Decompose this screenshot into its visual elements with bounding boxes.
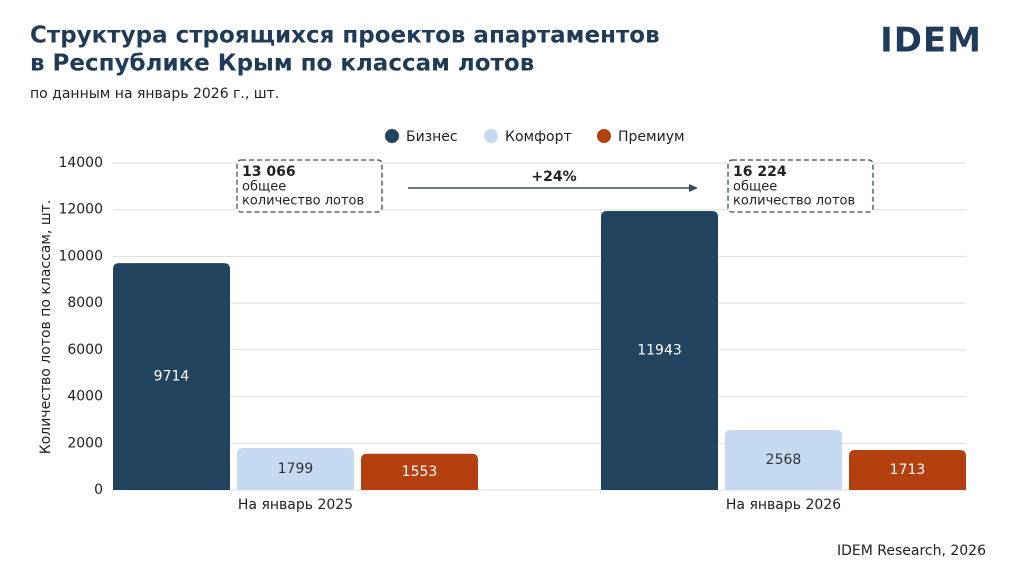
- y-tick-label: 4000: [67, 389, 103, 405]
- y-tick-label: 8000: [67, 295, 103, 311]
- annotation-text: количество лотов: [733, 194, 855, 209]
- bar: [601, 211, 718, 490]
- growth-label: +24%: [531, 169, 576, 185]
- legend-marker: [385, 129, 399, 143]
- annotation-box: [727, 159, 874, 213]
- bar: [237, 447, 354, 490]
- chart-title: в Республике Крым по классам лотов: [30, 51, 534, 77]
- annotation-total: 13 066: [242, 164, 296, 180]
- annotation-box: [236, 159, 383, 213]
- value-label: 1713: [890, 462, 926, 478]
- value-label: 1799: [278, 461, 314, 477]
- value-label: 11943: [637, 343, 682, 359]
- legend-label: Бизнес: [406, 129, 458, 145]
- y-tick-label: 14000: [58, 155, 103, 171]
- chart-title: Структура строящихся проектов апартамент…: [30, 23, 660, 49]
- annotation-text: количество лотов: [242, 194, 364, 209]
- legend-label: Премиум: [618, 129, 685, 145]
- annotation-total: 16 224: [733, 164, 787, 180]
- legend-marker: [597, 129, 611, 143]
- annotation-text: общее: [733, 180, 777, 195]
- bar: [725, 430, 842, 490]
- y-tick-label: 2000: [67, 435, 103, 451]
- legend-label: Комфорт: [505, 129, 572, 145]
- x-tick-label: На январь 2025: [238, 497, 353, 513]
- y-tick-label: 0: [94, 482, 103, 498]
- y-tick-label: 12000: [58, 202, 103, 218]
- growth-arrow-head: [689, 184, 698, 192]
- chart-subtitle: по данным на январь 2026 г., шт.: [30, 86, 279, 102]
- annotation-text: общее: [242, 180, 286, 195]
- logo: IDEM: [880, 21, 982, 61]
- bar: [849, 449, 966, 490]
- value-label: 9714: [154, 369, 190, 385]
- bar: [113, 263, 230, 490]
- y-tick-label: 6000: [67, 342, 103, 358]
- bar: [361, 453, 478, 490]
- y-axis-label: Количество лотов по классам, шт.: [38, 200, 54, 455]
- source: IDEM Research, 2026: [837, 543, 986, 559]
- x-tick-label: На январь 2026: [726, 497, 841, 513]
- y-tick-label: 10000: [58, 248, 103, 264]
- value-label: 2568: [766, 452, 802, 468]
- legend-marker: [484, 129, 498, 143]
- value-label: 1553: [402, 464, 438, 480]
